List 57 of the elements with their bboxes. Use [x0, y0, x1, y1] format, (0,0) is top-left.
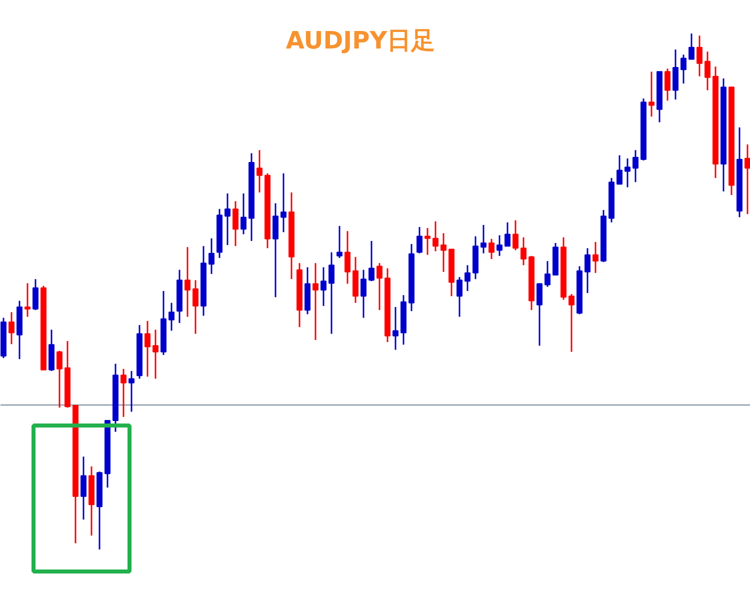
candlestick [152, 328, 158, 380]
candlestick [328, 252, 334, 335]
candlestick [8, 311, 14, 345]
candlestick [424, 227, 430, 256]
candlestick [704, 50, 710, 92]
candlestick [504, 222, 510, 247]
candlestick [512, 220, 518, 251]
candlestick [240, 192, 246, 235]
candlestick [24, 282, 30, 318]
chart-title: AUDJPY日足 [286, 26, 436, 54]
candlestick [544, 260, 550, 288]
candlestick [256, 149, 262, 194]
candlestick [168, 302, 174, 332]
candlestick [680, 54, 686, 84]
candlestick [520, 236, 526, 266]
candlestick [440, 232, 446, 273]
candlestick [616, 154, 622, 185]
candlestick [592, 241, 598, 274]
candlestick [672, 48, 678, 100]
candlestick [312, 262, 318, 341]
candlestick [120, 368, 126, 418]
candlestick [648, 70, 654, 118]
candlestick [376, 262, 382, 311]
candlestick [392, 306, 398, 351]
candlestick [360, 269, 366, 319]
candlestick [584, 247, 590, 294]
candlestick [568, 293, 574, 353]
candlestick [432, 220, 438, 252]
candlestick [144, 320, 150, 378]
candlestick [184, 246, 190, 318]
candlestick [224, 192, 230, 246]
candlestick [320, 266, 326, 307]
candlestick [56, 350, 62, 408]
candlestick [208, 238, 214, 275]
candlestick [368, 240, 374, 282]
candlestick [128, 370, 134, 412]
candlestick [696, 34, 702, 78]
candlestick [744, 144, 750, 215]
candlestick [232, 200, 238, 247]
candlestick [344, 230, 350, 285]
candlestick [624, 158, 630, 188]
candlestick [456, 276, 462, 318]
candlestick [280, 172, 286, 233]
candlestick [32, 278, 38, 311]
candlestick [192, 279, 198, 335]
candlestick [496, 234, 502, 257]
candlestick [464, 264, 470, 292]
candlestick [632, 149, 638, 183]
candlestick [536, 282, 542, 346]
candlestick [688, 32, 694, 60]
candlestick [664, 68, 670, 102]
candlestick [488, 238, 494, 260]
candlestick [272, 202, 278, 298]
candlestick [336, 225, 342, 259]
candlestick [480, 224, 486, 254]
candlestick [80, 456, 86, 520]
candlestick [416, 226, 422, 254]
